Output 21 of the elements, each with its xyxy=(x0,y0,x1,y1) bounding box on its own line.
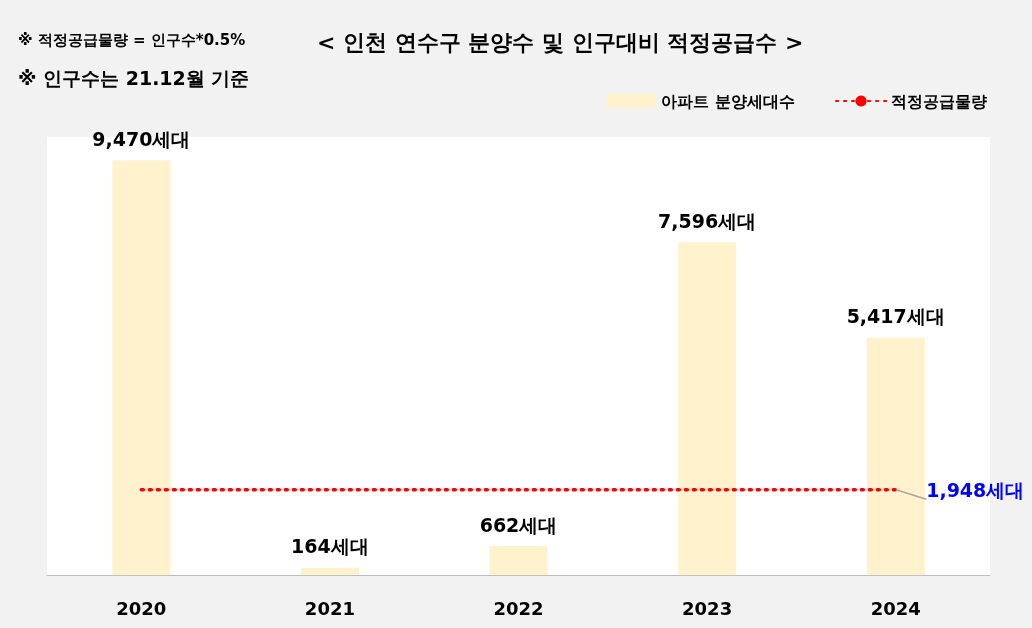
data-label: 164세대 xyxy=(291,535,369,558)
bar xyxy=(489,546,548,575)
x-tick-label: 2023 xyxy=(682,597,733,619)
x-tick-label: 2024 xyxy=(870,597,921,619)
x-tick-label: 2020 xyxy=(116,597,167,619)
bar xyxy=(112,160,171,575)
text: ※ 적정공급물량 = 인구수*0.5% xyxy=(18,30,246,49)
text: ※ 인구수는 21.12월 기준 xyxy=(18,66,250,89)
data-label: 5,417세대 xyxy=(846,305,945,328)
chart-title: < 인천 연수구 분양수 및 인구대비 적정공급수 > xyxy=(317,29,804,55)
x-tick-label: 2021 xyxy=(304,597,355,619)
legend-label: 적정공급물량 xyxy=(891,91,987,111)
bar xyxy=(678,242,737,575)
data-label: 7,596세대 xyxy=(658,209,757,232)
bar xyxy=(866,337,925,575)
data-label: 9,470세대 xyxy=(92,127,191,150)
legend-label: 아파트 분양세대수 xyxy=(661,91,796,111)
x-tick-label: 2022 xyxy=(493,597,544,619)
bar xyxy=(300,567,359,575)
data-label: 1,948세대 xyxy=(926,478,1025,501)
data-label: 662세대 xyxy=(479,513,558,536)
